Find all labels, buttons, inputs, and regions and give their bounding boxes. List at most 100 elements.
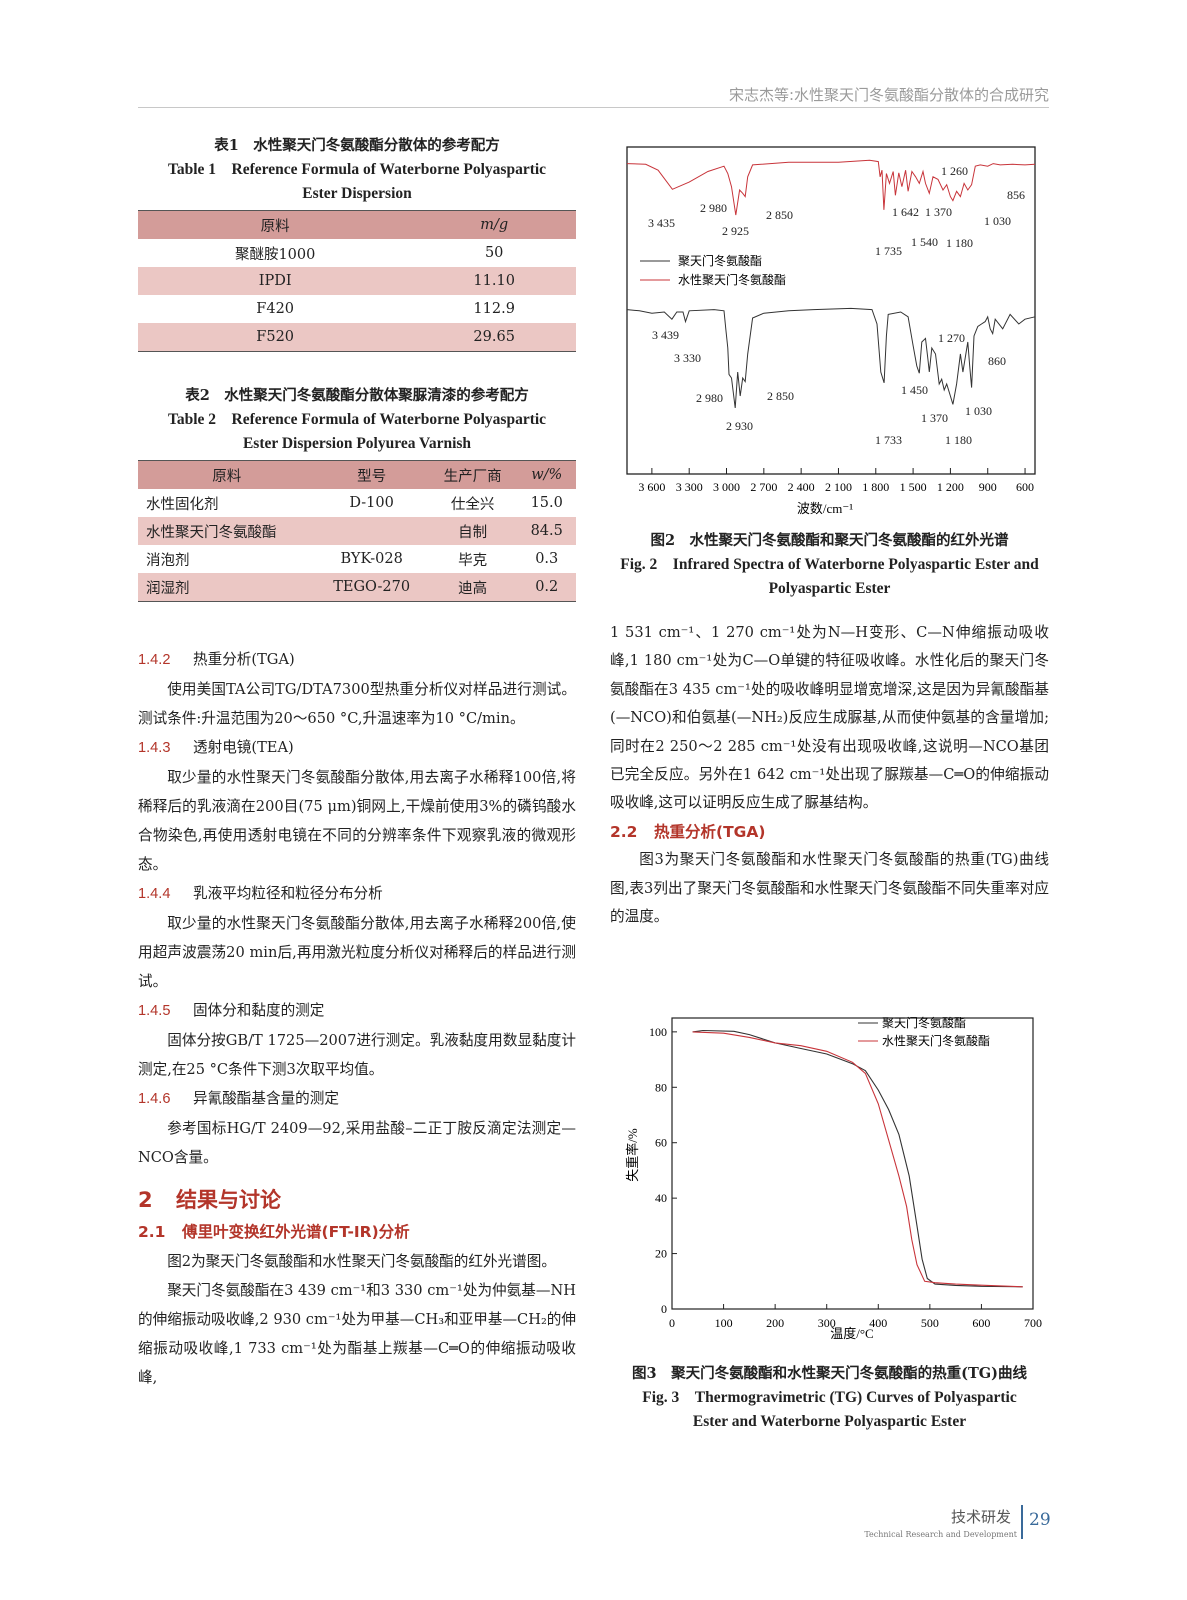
- peak-label: 1 370: [921, 411, 948, 425]
- table-header-cell: 原料: [212, 468, 242, 485]
- x-tick-label: 3 000: [713, 480, 740, 494]
- table-header-cell: m/g: [480, 217, 509, 233]
- paragraph: 固体分按GB/T 1725—2007进行测定。乳液黏度用数显黏度计测定,在25 …: [138, 1032, 576, 1078]
- peak-label: 3 439: [652, 328, 679, 342]
- table-header-cell: 生产厂商: [443, 468, 502, 485]
- section-number: 1.4.6: [138, 1091, 171, 1107]
- table-header-cell: w/%: [531, 467, 563, 483]
- peak-label: 1 030: [965, 404, 992, 418]
- section-number: 1.4.2: [138, 652, 171, 668]
- table-cell: 聚醚胺1000: [234, 246, 316, 263]
- peak-label: 2 850: [766, 208, 793, 222]
- peak-label: 2 980: [696, 391, 723, 405]
- ir-series-line: [626, 159, 1036, 216]
- table-header-cell: 原料: [260, 218, 290, 235]
- table-cell: 84.5: [530, 523, 563, 539]
- peak-label: 1 540: [911, 235, 938, 249]
- table2-title-cn: 表2 水性聚天门冬氨酸酯分散体聚脲清漆的参考配方: [185, 387, 529, 404]
- peak-label: 3 435: [648, 216, 675, 230]
- plot-frame: [671, 1017, 1034, 1310]
- paragraph: 图3为聚天门冬氨酸酯和水性聚天门冬氨酸酯的热重(TG)曲线图,表3列出了聚天门冬…: [610, 851, 1049, 926]
- section-title: 异氰酸酯基含量的测定: [193, 1090, 339, 1107]
- running-header: 宋志杰等:水性聚天门冬氨酸酯分散体的合成研究: [728, 86, 1049, 104]
- paragraph: 聚天门冬氨酸酯在3 439 cm⁻¹和3 330 cm⁻¹处为仲氨基—NH的伸缩…: [138, 1282, 576, 1386]
- section-1-4-2-heading: 1.4.2 热重分析(TGA): [138, 645, 576, 675]
- x-tick-label: 100: [715, 1316, 733, 1330]
- legend-label: 水性聚天门冬氨酸酯: [678, 272, 786, 287]
- paragraph: 参考国标HG/T 2409—92,采用盐酸–二正丁胺反滴定法测定—NCO含量。: [138, 1120, 576, 1166]
- table-row: F520 29.65: [138, 323, 576, 352]
- peak-label: 1 180: [945, 433, 972, 447]
- x-tick-label: 1 500: [900, 480, 927, 494]
- peak-label: 856: [1007, 188, 1025, 202]
- table-cell: 112.9: [473, 301, 515, 317]
- section-2-2-heading: 2.2 热重分析(TGA): [610, 818, 1049, 846]
- fig2-caption: 图2 水性聚天门冬氨酸酯和聚天门冬氨酸酯的红外光谱 Fig. 2 Infrare…: [610, 529, 1049, 601]
- table-header-cell: 型号: [357, 468, 387, 485]
- table1-block: 表1 水性聚天门冬氨酸酯分散体的参考配方 Table 1 Reference F…: [138, 134, 576, 352]
- table-cell: 15.0: [530, 495, 563, 511]
- y-tick-label: 80: [655, 1080, 667, 1094]
- peak-label: 1 370: [925, 205, 952, 219]
- section-number: 2: [138, 1188, 153, 1212]
- ir-spectrum-chart: 3 600 3 300 3 000 2 700 2 400 2 100 1 800 1 500…: [626, 146, 1036, 516]
- section-1-4-5-heading: 1.4.5 固体分和黏度的测定: [138, 996, 576, 1026]
- table2-title-en: Table 2 Reference Formula of Waterborne …: [167, 411, 547, 452]
- x-axis-label: 波数/cm⁻¹: [797, 501, 853, 516]
- peak-label: 1 180: [946, 236, 973, 250]
- section-title: 固体分和黏度的测定: [193, 1002, 325, 1019]
- paragraph: 1 531 cm⁻¹、1 270 cm⁻¹处为N—H变形、C—N伸缩振动吸收峰,…: [610, 624, 1049, 812]
- peak-label: 2 850: [767, 389, 794, 403]
- section-title: 傅里叶变换红外光谱(FT-IR)分析: [182, 1223, 410, 1241]
- table-cell: F520: [256, 329, 295, 345]
- x-tick-label: 2 700: [750, 480, 777, 494]
- section-2-heading: 2 结果与讨论: [138, 1182, 576, 1218]
- table1-title-en: Table 1 Reference Formula of Waterborne …: [167, 161, 547, 202]
- fig2-caption-cn: 图2 水性聚天门冬氨酸酯和聚天门冬氨酸酯的红外光谱: [650, 532, 1009, 549]
- x-tick-label: 0: [669, 1316, 675, 1330]
- peak-label: 1 450: [901, 383, 928, 397]
- y-tick-label: 20: [655, 1247, 667, 1261]
- table-cell: [315, 517, 427, 545]
- paragraph: 取少量的水性聚天门冬氨酸酯分散体,用去离子水稀释100倍,将稀释后的乳液滴在20…: [138, 769, 576, 873]
- x-tick-label: 400: [869, 1316, 887, 1330]
- fig2-caption-en: Fig. 2 Infrared Spectra of Waterborne Po…: [620, 556, 1039, 597]
- table-cell: 50: [484, 245, 504, 261]
- table-cell: D-100: [349, 495, 394, 511]
- peak-label: 1 735: [875, 244, 902, 258]
- table-row: 聚醚胺1000 50: [138, 239, 576, 267]
- table-cell: 29.65: [473, 329, 515, 345]
- section-number: 2.1: [138, 1223, 166, 1241]
- x-tick-label: 3 600: [638, 480, 665, 494]
- table-row: F420 112.9: [138, 295, 576, 323]
- table-cell: 水性固化剂: [146, 496, 219, 513]
- peak-label: 1 030: [984, 214, 1011, 228]
- table1-title-cn: 表1 水性聚天门冬氨酸酯分散体的参考配方: [214, 137, 500, 154]
- section-number: 1.4.3: [138, 740, 171, 756]
- plot-frame: [626, 146, 1036, 475]
- peak-label: 2 925: [722, 224, 749, 238]
- table-cell: TEGO-270: [333, 579, 411, 595]
- paragraph: 使用美国TA公司TG/DTA7300型热重分析仪对样品进行测试。测试条件:升温范…: [138, 681, 576, 727]
- paragraph: 取少量的水性聚天门冬氨酸酯分散体,用去离子水稀释200倍,使用超声波震荡20 m…: [138, 915, 576, 990]
- table-row: IPDI 11.10: [138, 267, 576, 295]
- fig3-caption-cn: 图3 聚天门冬氨酸酯和水性聚天门冬氨酸酯的热重(TG)曲线: [632, 1365, 1027, 1382]
- section-number: 1.4.4: [138, 886, 171, 902]
- x-tick-label: 900: [979, 480, 997, 494]
- table-row: 消泡剂 BYK-028 毕克 0.3: [138, 545, 576, 573]
- section-number: 2.2: [610, 822, 638, 841]
- footer-section-en: Technical Research and Development: [864, 1530, 1017, 1539]
- page-number: 29: [1029, 1510, 1051, 1530]
- section-title: 透射电镜(TEA): [193, 739, 294, 756]
- table-cell: 迪高: [458, 580, 488, 597]
- fig3-caption: 图3 聚天门冬氨酸酯和水性聚天门冬氨酸酯的热重(TG)曲线 Fig. 3 The…: [610, 1362, 1049, 1434]
- x-tick-label: 600: [972, 1316, 990, 1330]
- peak-label: 3 330: [674, 351, 701, 365]
- table2-block: 表2 水性聚天门冬氨酸酯分散体聚脲清漆的参考配方 Table 2 Referen…: [138, 384, 576, 602]
- x-tick-label: 1 800: [862, 480, 889, 494]
- section-2-1-heading: 2.1 傅里叶变换红外光谱(FT-IR)分析: [138, 1218, 576, 1247]
- x-tick-label: 3 300: [676, 480, 703, 494]
- footer-section-cn: 技术研发: [950, 1508, 1011, 1526]
- peak-label: 1 733: [875, 433, 902, 447]
